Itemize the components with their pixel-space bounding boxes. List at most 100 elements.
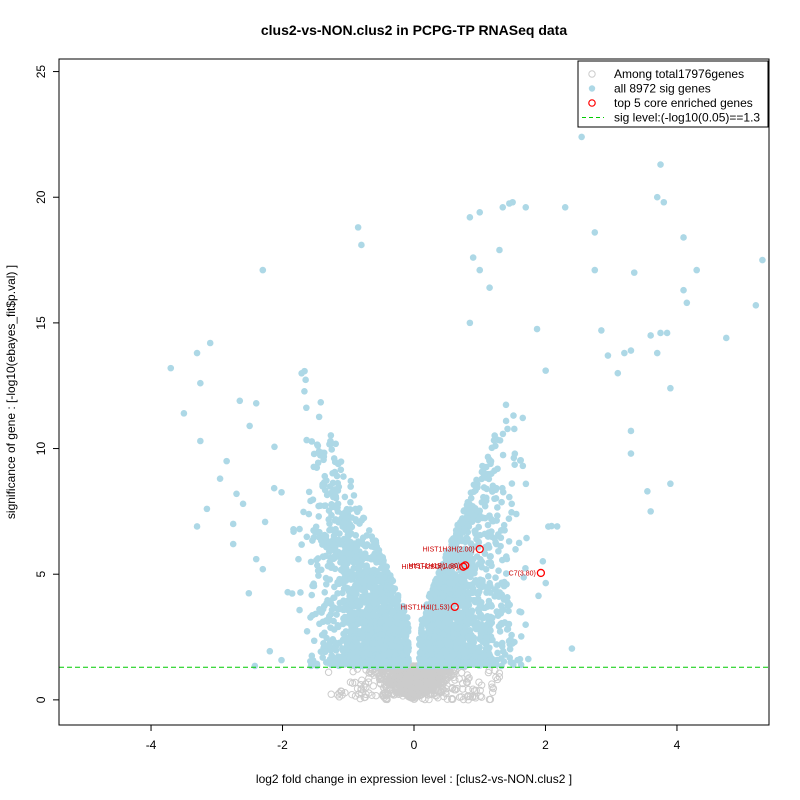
sig-outlier-point [476, 209, 484, 216]
sig-point [482, 645, 490, 652]
sig-point [303, 628, 311, 635]
sig-point [484, 453, 492, 461]
sig-point [382, 624, 389, 632]
y-tick-label: 20 [34, 190, 48, 204]
nonsig-point [471, 692, 479, 700]
nonsig-point [428, 677, 436, 686]
sig-point [472, 597, 480, 604]
sig-outlier-point [693, 266, 700, 274]
sig-outlier-point [229, 520, 237, 528]
sig-point [479, 462, 486, 470]
sig-outlier-point [233, 490, 240, 498]
nonsig-point [351, 692, 360, 700]
nonsig-point [475, 678, 483, 686]
nonsig-point [455, 675, 463, 683]
sig-point [402, 632, 410, 640]
sig-outlier-point [614, 369, 622, 377]
sig-point [522, 621, 529, 629]
sig-point [348, 601, 355, 609]
sig-point [296, 525, 303, 533]
sig-point [360, 662, 367, 670]
sig-point [372, 539, 380, 547]
sig-outlier-point [644, 487, 651, 495]
sig-point [454, 521, 461, 529]
sig-outlier-point [598, 327, 605, 334]
sig-point [438, 623, 446, 631]
sig-outlier-point [229, 540, 237, 548]
sig-outlier-point [486, 284, 493, 292]
nonsig-point [484, 668, 493, 677]
nonsig-point [401, 682, 409, 690]
nonsig-point [362, 690, 370, 699]
sig-outlier-point [206, 339, 214, 347]
sig-point [326, 576, 334, 583]
sig-point [319, 553, 327, 560]
sig-outlier-point [653, 193, 661, 201]
sig-point [472, 579, 479, 586]
sig-point [377, 638, 384, 646]
y-axis-label: significance of gene : [-log10(ebayes_fi… [4, 265, 18, 519]
nonsig-point [391, 674, 399, 682]
nonsig-point [463, 671, 472, 679]
sig-outlier-point [722, 334, 730, 342]
sig-point [301, 367, 308, 375]
nonsig-point [349, 667, 357, 676]
sig-point [435, 657, 443, 664]
sig-point [482, 658, 489, 666]
nonsig-point [463, 678, 471, 687]
sig-outlier-point [354, 224, 362, 231]
sig-point [309, 582, 316, 590]
sig-point [470, 555, 477, 563]
sig-point [499, 647, 507, 655]
nonsig-point [489, 684, 498, 693]
sig-point [332, 492, 340, 500]
nonsig-point [464, 675, 472, 683]
nonsig-point [441, 688, 450, 696]
sig-point [483, 485, 491, 493]
sig-point [553, 523, 561, 530]
sig-outlier-point [252, 555, 260, 563]
sig-point [358, 586, 365, 593]
sig-point [342, 565, 350, 572]
points-layer [167, 133, 766, 704]
sig-point [310, 534, 317, 542]
nonsig-point [453, 684, 461, 693]
sig-point [480, 468, 487, 476]
sig-point [487, 553, 494, 560]
sig-point [270, 484, 278, 492]
sig-outlier-point [239, 500, 247, 508]
sig-point [312, 529, 319, 536]
x-tick-label: 4 [674, 738, 681, 752]
sig-outlier-point [604, 352, 612, 359]
sig-point [493, 517, 500, 524]
y-tick-label: 5 [34, 571, 48, 578]
sig-point [307, 497, 314, 505]
sig-point [328, 446, 336, 453]
sig-point [334, 460, 342, 468]
sig-point [334, 590, 341, 597]
nonsig-point [357, 681, 365, 689]
sig-outlier-point [653, 349, 661, 357]
sig-point [431, 633, 439, 640]
sig-point [359, 534, 367, 541]
sig-point [300, 508, 307, 516]
nonsig-point [488, 680, 496, 688]
nonsig-point [439, 685, 447, 694]
sig-point [453, 639, 460, 647]
sig-point [506, 640, 514, 648]
sig-point [340, 473, 347, 480]
x-axis-label: log2 fold change in expression level : [… [256, 772, 572, 786]
nonsig-point [386, 680, 394, 689]
sig-point [458, 611, 466, 618]
sig-point [499, 430, 507, 438]
sig-point [298, 541, 305, 548]
plot-frame [58, 58, 770, 726]
sig-outlier-point [180, 410, 188, 417]
nonsig-point [341, 689, 349, 697]
sig-outlier-point [591, 266, 599, 274]
sig-outlier-point [246, 422, 253, 430]
sig-point [334, 623, 342, 631]
legend-label-core: top 5 core enriched genes [614, 96, 753, 110]
legend-marker-sig [588, 85, 596, 92]
sig-outlier-point [223, 457, 230, 465]
